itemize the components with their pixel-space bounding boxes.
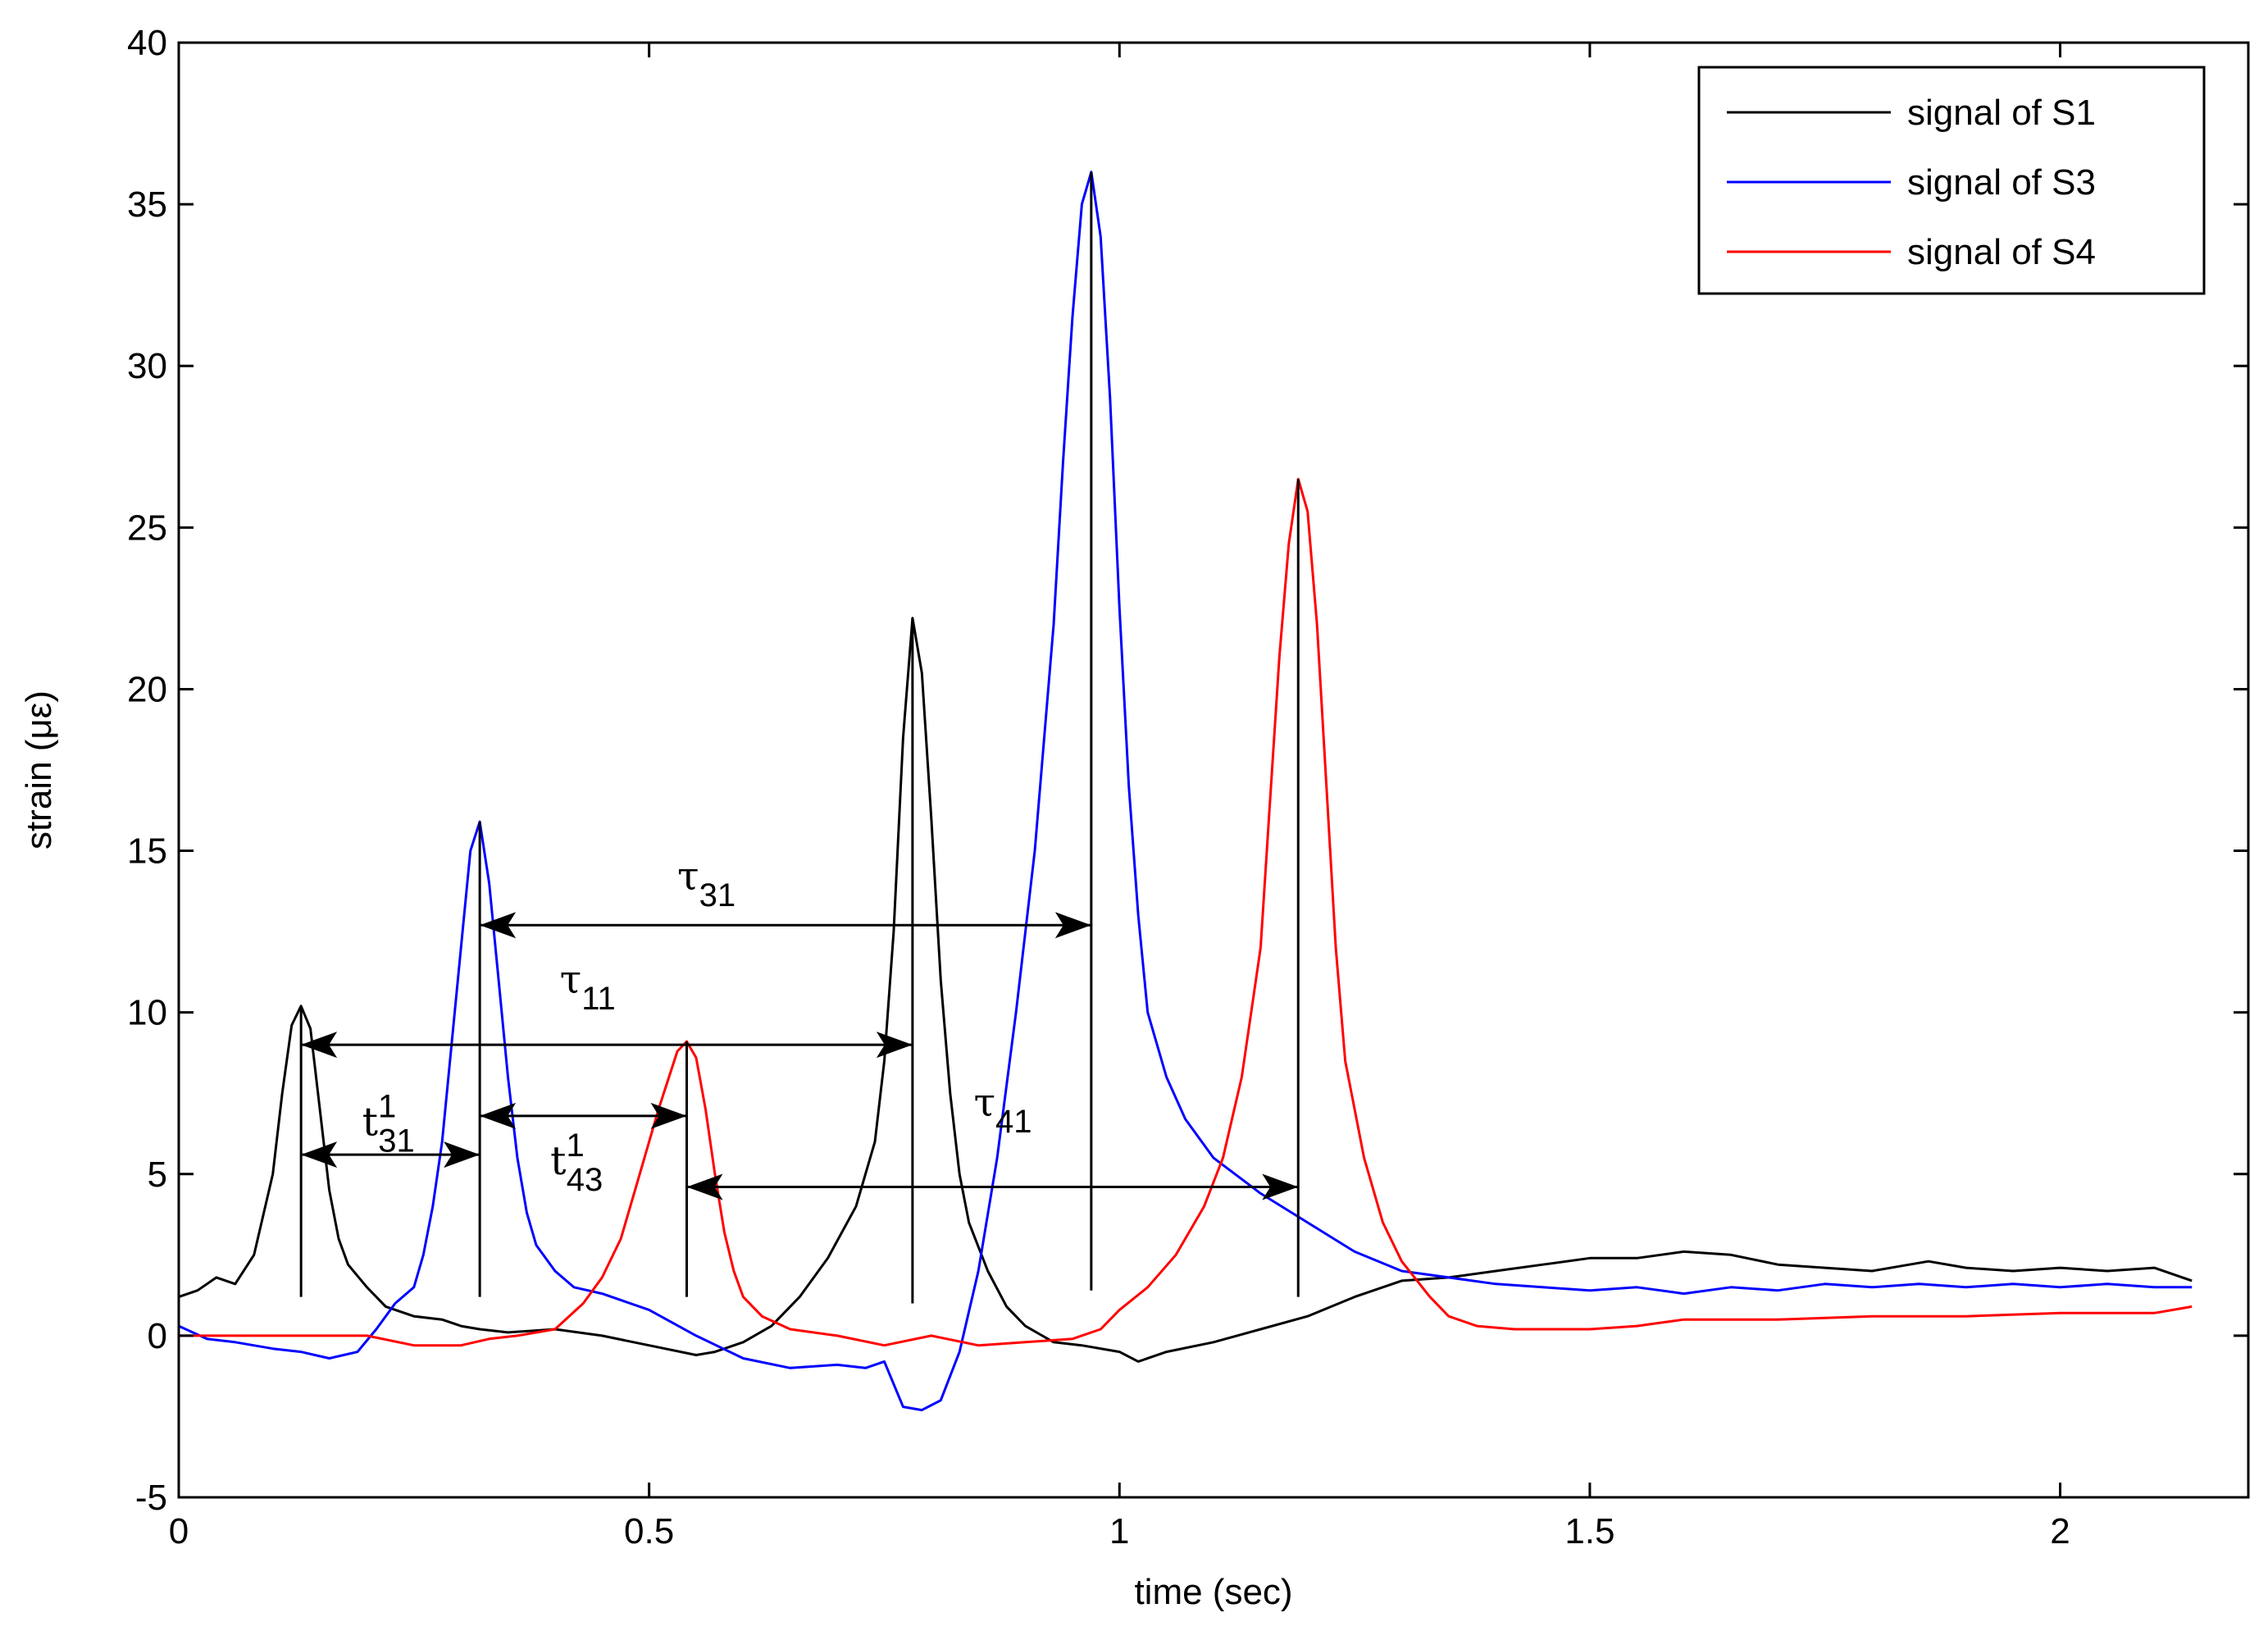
plot-frame <box>177 41 2250 1499</box>
x-tick-label: 1 <box>1109 1511 1129 1551</box>
y-tick-label: 20 <box>127 669 167 709</box>
y-tick-label: 25 <box>127 508 167 548</box>
series-line <box>179 477 2193 1347</box>
legend-label: signal of S1 <box>1907 93 2096 133</box>
y-tick-label: -5 <box>135 1478 167 1518</box>
series-lines <box>178 171 2193 1412</box>
legend-label: signal of S4 <box>1907 232 2096 272</box>
x-axis-title: time (sec) <box>1134 1572 1292 1612</box>
arrow-head <box>444 1141 480 1168</box>
y-tick-label: 5 <box>148 1155 167 1195</box>
interval-label-subscript: 41 <box>995 1104 1032 1140</box>
x-tick-label: 0 <box>169 1511 189 1551</box>
arrow-head <box>301 1141 338 1168</box>
interval-label-symbol: t <box>362 1099 378 1145</box>
y-tick-label: 15 <box>127 831 167 872</box>
interval-label: t1 43 <box>550 1128 603 1198</box>
interval-label-superscript: 1 <box>378 1088 396 1124</box>
series-line <box>178 617 2193 1363</box>
legend: signal of S1 signal of S3 signal of S4 <box>1697 66 2206 295</box>
arrow-head <box>480 1102 517 1129</box>
series-line <box>178 171 2193 1412</box>
arrow-head <box>1054 912 1091 939</box>
interval-label-subscript: 11 <box>581 981 616 1017</box>
x-tick-label: 2 <box>2050 1511 2070 1551</box>
interval-label-superscript: 1 <box>566 1128 584 1164</box>
arrow-head <box>301 1032 338 1059</box>
interval-label-symbol: τ <box>560 957 582 1003</box>
interval-label: τ11 <box>560 957 616 1017</box>
arrow-head <box>1262 1173 1299 1200</box>
legend-label: signal of S3 <box>1907 162 2096 203</box>
x-tick-label: 0.5 <box>624 1511 674 1551</box>
interval-label: t1 31 <box>362 1088 415 1159</box>
y-tick-label: 10 <box>127 993 167 1033</box>
arrow-head <box>650 1102 687 1129</box>
interval-label-symbol: τ <box>973 1080 995 1126</box>
interval-label-symbol: τ <box>677 854 699 900</box>
arrow-head <box>876 1032 913 1059</box>
y-axis-title: strain (με) <box>19 690 59 850</box>
interval-label-subscript: 31 <box>378 1123 415 1159</box>
y-tick-label: 30 <box>127 346 167 386</box>
legend-box <box>1697 66 2206 295</box>
arrow-head <box>686 1173 723 1200</box>
interval-label-symbol: t <box>550 1138 566 1184</box>
interval-label-subscript: 31 <box>699 877 736 913</box>
interval-label-subscript: 43 <box>567 1162 603 1198</box>
interval-label: τ41 <box>973 1080 1032 1140</box>
arrow-head <box>480 912 517 939</box>
interval-label: τ31 <box>677 854 736 913</box>
y-tick-label: 35 <box>127 184 167 225</box>
x-tick-label: 1.5 <box>1564 1511 1614 1551</box>
y-tick-label: 0 <box>148 1316 167 1356</box>
y-tick-label: 40 <box>127 23 167 63</box>
